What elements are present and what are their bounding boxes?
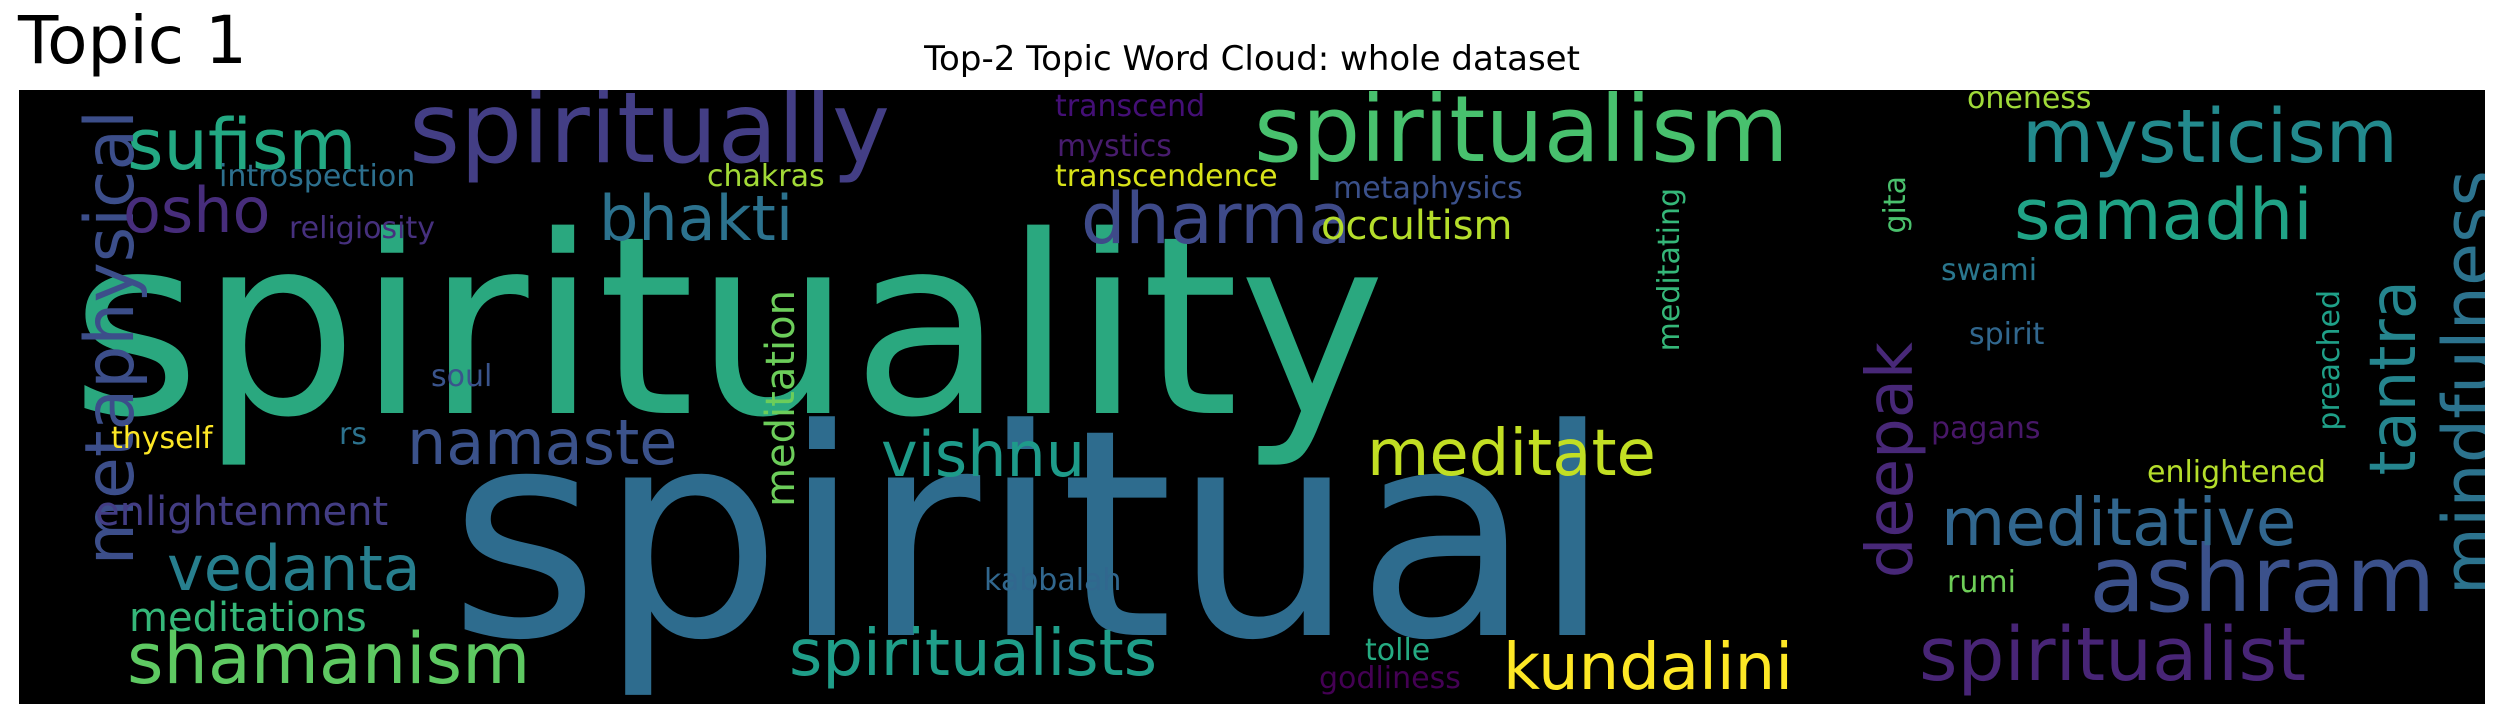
word-chakras: chakras [707,159,825,194]
word-meditations: meditations [129,595,367,641]
word-spirituality: spirituality [71,184,1386,472]
word-bhakti: bhakti [599,182,794,255]
word-religiosity: religiosity [289,211,436,246]
word-dharma: dharma [1081,178,1352,260]
word-spiritually: spiritually [409,90,891,186]
cloud-title: Top-2 Topic Word Cloud: whole dataset [924,39,1580,79]
word-oneness: oneness [1967,90,2092,116]
word-godliness: godliness [1319,661,1461,696]
word-transcendence: transcendence [1055,159,1278,194]
word-cloud-canvas: spirituality spiritual spiritually spiri… [19,90,2485,704]
word-osho: osho [123,174,271,247]
word-soul: soul [431,359,493,394]
word-gita: gita [1878,176,1913,234]
word-deepak: deepak [1854,342,1928,579]
word-spiritualist: spiritualist [1919,612,2307,698]
word-enlightenment: enlightenment [95,489,389,535]
word-swami: swami [1941,253,2038,288]
word-tolle: tolle [1365,633,1431,668]
word-transcend: transcend [1055,90,1206,124]
word-introspection: introspection [219,159,416,194]
word-metaphysics: metaphysics [1333,171,1523,206]
word-rumi: rumi [1947,565,2016,600]
word-spirit: spirit [1969,317,2045,352]
word-enlightened: enlightened [2147,455,2326,490]
word-vishnu: vishnu [881,418,1086,491]
word-samadhi: samadhi [2014,174,2313,256]
word-pagans: pagans [1931,411,2041,446]
word-spiritualists: spiritualists [789,617,1158,691]
word-mysticism: mysticism [2022,94,2398,180]
word-meditating: meditating [1652,188,1687,352]
word-thyself: thyself [111,421,213,456]
word-meditate: meditate [1367,417,1656,491]
word-vedanta: vedanta [167,532,421,605]
word-kabbalah: kabbalah [984,563,1122,598]
word-sufism: sufism [127,104,357,186]
word-occultism: occultism [1321,203,1513,249]
word-shamanism: shamanism [127,618,531,700]
word-namaste: namaste [407,406,678,479]
word-meditative: meditative [1941,484,2297,561]
word-preached: preached [2312,290,2347,431]
word-meditation: meditation [758,290,804,507]
word-spiritual: spiritual [449,368,1613,703]
word-mindfulness: mindfulness [2428,170,2485,596]
word-tantra: tantra [2357,280,2431,476]
word-ashram: ashram [2089,526,2436,633]
topic-label: Topic 1 [18,2,247,79]
word-kundalini: kundalini [1503,631,1793,704]
word-spiritualism: spiritualism [1254,90,1789,183]
word-rs: rs [339,417,367,452]
word-mystics: mystics [1057,129,1172,164]
